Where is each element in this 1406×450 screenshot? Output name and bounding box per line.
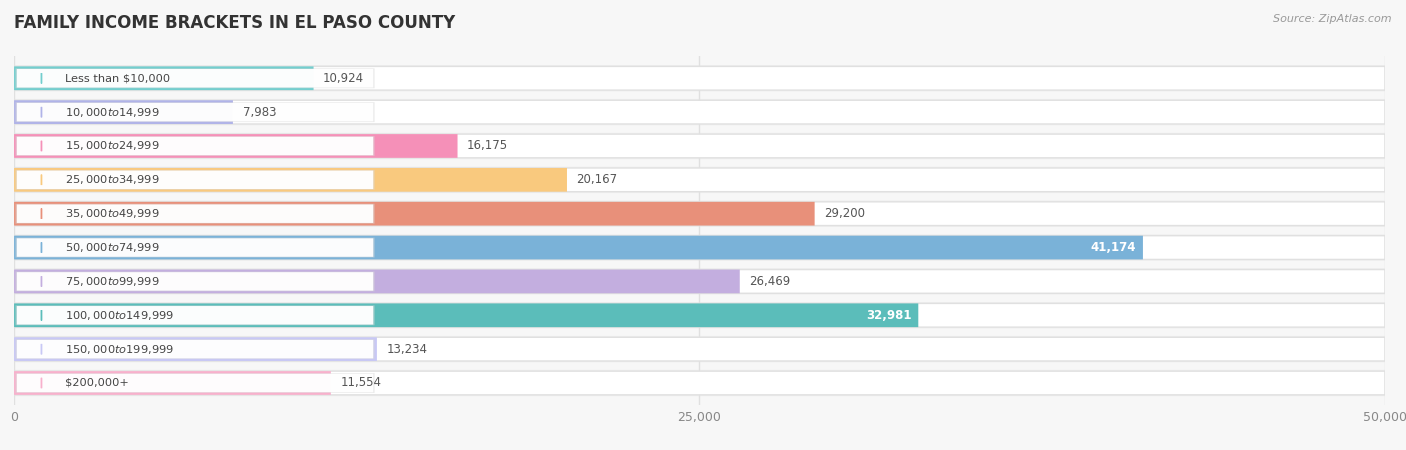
FancyBboxPatch shape (14, 371, 1385, 395)
Text: 10,924: 10,924 (323, 72, 364, 85)
FancyBboxPatch shape (14, 99, 1385, 125)
FancyBboxPatch shape (14, 67, 314, 90)
FancyBboxPatch shape (15, 170, 374, 190)
FancyBboxPatch shape (14, 268, 1385, 295)
Text: 7,983: 7,983 (242, 106, 276, 119)
FancyBboxPatch shape (17, 238, 373, 257)
FancyBboxPatch shape (14, 236, 1143, 259)
FancyBboxPatch shape (17, 69, 373, 87)
FancyBboxPatch shape (14, 270, 740, 293)
FancyBboxPatch shape (15, 68, 374, 88)
FancyBboxPatch shape (14, 201, 1385, 227)
FancyBboxPatch shape (14, 338, 377, 361)
FancyBboxPatch shape (15, 204, 374, 224)
Text: 41,174: 41,174 (1091, 241, 1136, 254)
FancyBboxPatch shape (14, 168, 567, 192)
FancyBboxPatch shape (14, 133, 1385, 159)
Text: 26,469: 26,469 (749, 275, 790, 288)
Text: 29,200: 29,200 (824, 207, 865, 220)
FancyBboxPatch shape (14, 134, 1385, 158)
Text: $15,000 to $24,999: $15,000 to $24,999 (65, 140, 159, 153)
Text: $200,000+: $200,000+ (65, 378, 128, 388)
FancyBboxPatch shape (14, 168, 1385, 192)
FancyBboxPatch shape (14, 202, 814, 225)
FancyBboxPatch shape (14, 370, 1385, 396)
FancyBboxPatch shape (14, 236, 1385, 259)
FancyBboxPatch shape (15, 339, 374, 359)
FancyBboxPatch shape (17, 374, 373, 392)
FancyBboxPatch shape (14, 303, 918, 327)
Text: 20,167: 20,167 (576, 173, 617, 186)
FancyBboxPatch shape (14, 338, 1385, 361)
FancyBboxPatch shape (14, 336, 1385, 362)
FancyBboxPatch shape (14, 100, 1385, 124)
FancyBboxPatch shape (17, 137, 373, 155)
Text: $100,000 to $149,999: $100,000 to $149,999 (65, 309, 174, 322)
FancyBboxPatch shape (15, 136, 374, 156)
FancyBboxPatch shape (14, 100, 233, 124)
Text: 16,175: 16,175 (467, 140, 508, 153)
FancyBboxPatch shape (14, 166, 1385, 193)
FancyBboxPatch shape (15, 271, 374, 291)
FancyBboxPatch shape (14, 234, 1385, 261)
FancyBboxPatch shape (17, 171, 373, 189)
FancyBboxPatch shape (15, 373, 374, 393)
Text: $25,000 to $34,999: $25,000 to $34,999 (65, 173, 159, 186)
Text: $50,000 to $74,999: $50,000 to $74,999 (65, 241, 159, 254)
Text: $35,000 to $49,999: $35,000 to $49,999 (65, 207, 159, 220)
Text: $75,000 to $99,999: $75,000 to $99,999 (65, 275, 159, 288)
FancyBboxPatch shape (14, 303, 1385, 327)
FancyBboxPatch shape (14, 302, 1385, 328)
FancyBboxPatch shape (14, 67, 1385, 90)
FancyBboxPatch shape (15, 305, 374, 325)
FancyBboxPatch shape (15, 102, 374, 122)
FancyBboxPatch shape (15, 238, 374, 257)
Text: 32,981: 32,981 (866, 309, 911, 322)
FancyBboxPatch shape (14, 134, 457, 158)
FancyBboxPatch shape (17, 204, 373, 223)
FancyBboxPatch shape (17, 272, 373, 291)
Text: 13,234: 13,234 (387, 342, 427, 356)
FancyBboxPatch shape (14, 65, 1385, 91)
Text: 11,554: 11,554 (340, 377, 381, 390)
FancyBboxPatch shape (14, 371, 330, 395)
Text: Source: ZipAtlas.com: Source: ZipAtlas.com (1274, 14, 1392, 23)
Text: $150,000 to $199,999: $150,000 to $199,999 (65, 342, 174, 356)
FancyBboxPatch shape (17, 103, 373, 122)
FancyBboxPatch shape (17, 306, 373, 324)
Text: Less than $10,000: Less than $10,000 (65, 73, 170, 83)
FancyBboxPatch shape (14, 202, 1385, 225)
Text: FAMILY INCOME BRACKETS IN EL PASO COUNTY: FAMILY INCOME BRACKETS IN EL PASO COUNTY (14, 14, 456, 32)
Text: $10,000 to $14,999: $10,000 to $14,999 (65, 106, 159, 119)
FancyBboxPatch shape (17, 340, 373, 358)
FancyBboxPatch shape (14, 270, 1385, 293)
